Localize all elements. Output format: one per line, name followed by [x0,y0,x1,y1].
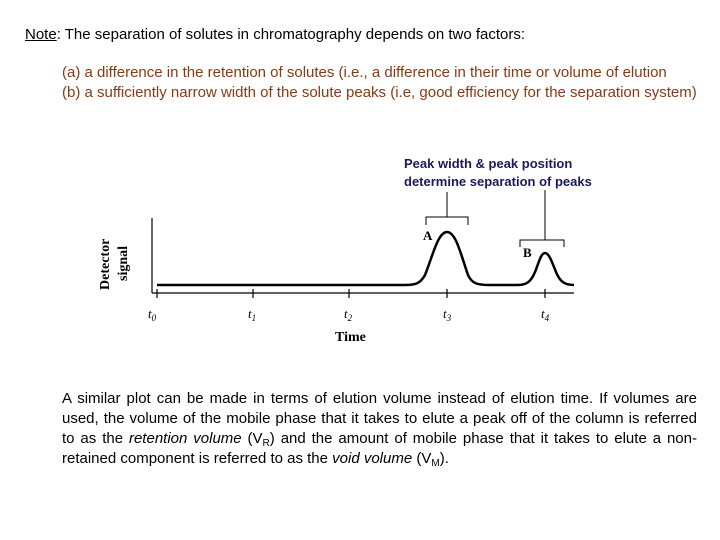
tick-labels: t0 t1 t2 t3 t4 [148,306,550,323]
y-label-detector: Detector [98,239,113,290]
note-text: : The separation of solutes in chromatog… [56,26,526,43]
x-ticks [156,289,546,298]
signal-trace [157,230,575,287]
tick-label-t3: t3 [443,306,452,323]
callout-line-1: Peak width & peak position [404,156,573,171]
volume-paragraph: A similar plot can be made in terms of e… [62,389,697,469]
note-label: Note [25,26,57,43]
tick-label-t1: t1 [248,306,256,323]
subscript-r: R [262,438,270,449]
factor-list: (a) a difference in the retention of sol… [62,63,702,103]
paragraph-text-2: (V [241,430,263,447]
callout-line-2: determine separation of peaks [404,174,592,189]
x-label-time: Time [335,330,366,345]
factor-b: (b) a sufficiently narrow width of the s… [62,84,697,101]
note-line: Note: The separation of solutes in chrom… [25,25,525,44]
term-retention-volume: retention volume [128,430,242,447]
width-bracket-a [425,216,469,225]
factor-a: (a) a difference in the retention of sol… [62,64,667,81]
subscript-m: M [431,458,440,469]
tick-label-t0: t0 [148,306,157,323]
peak-b-label: B [523,245,532,260]
term-void-volume: void volume [332,450,413,467]
y-label-signal: signal [116,246,131,281]
callout-text: Peak width & peak position determine sep… [404,155,592,191]
paragraph-text-5: ). [439,450,449,467]
tick-label-t4: t4 [541,306,550,323]
paragraph-text-4: (V [412,450,432,467]
tick-label-t2: t2 [344,306,353,323]
width-bracket-b [519,239,565,247]
paragraph-text-1: A similar plot can be made in terms of e… [62,390,697,447]
paragraph-text-3: ) and the amount of mobile phase that it… [62,430,697,467]
peak-a-label: A [423,228,433,243]
